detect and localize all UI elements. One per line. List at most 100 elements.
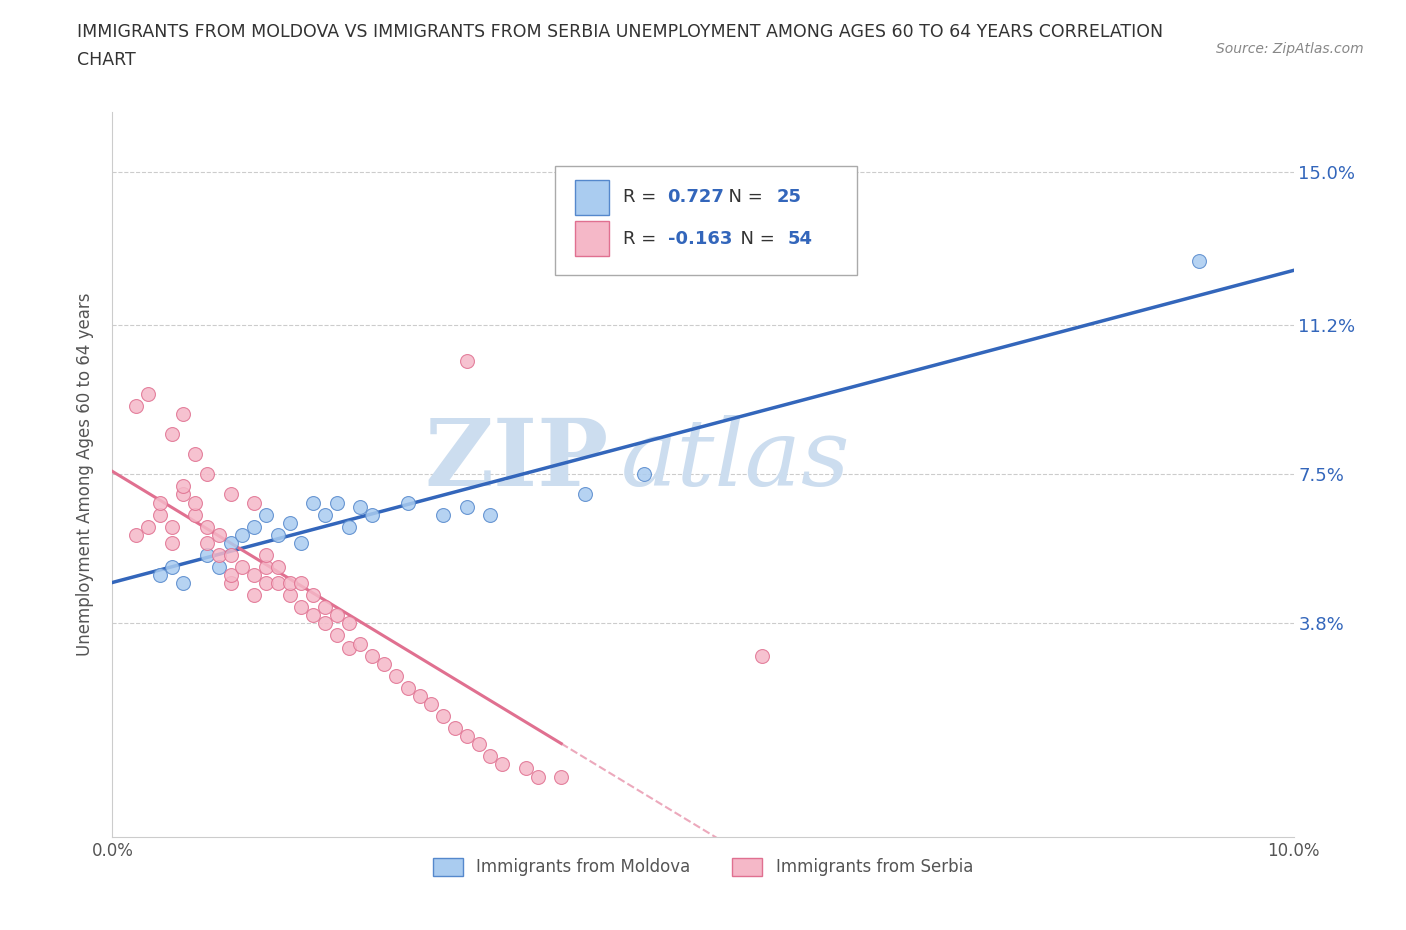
Point xyxy=(337,519,360,534)
Text: atlas: atlas xyxy=(620,415,849,505)
Point xyxy=(278,515,301,530)
Y-axis label: Unemployment Among Ages 60 to 64 years: Unemployment Among Ages 60 to 64 years xyxy=(76,293,94,656)
Point xyxy=(337,640,360,655)
Point xyxy=(195,536,218,551)
Point xyxy=(526,769,548,784)
Bar xyxy=(575,179,609,215)
Point xyxy=(195,467,218,482)
Point xyxy=(243,495,266,510)
Point xyxy=(231,527,253,542)
Point xyxy=(290,576,312,591)
Point xyxy=(267,560,290,575)
Point xyxy=(125,398,148,413)
Text: 54: 54 xyxy=(787,230,813,247)
Point xyxy=(314,600,336,615)
Point xyxy=(208,548,231,563)
Point xyxy=(219,548,242,563)
Point xyxy=(243,567,266,582)
Point xyxy=(385,669,408,684)
Point xyxy=(160,427,183,442)
Text: 0.727: 0.727 xyxy=(668,188,724,206)
Point xyxy=(1188,253,1211,268)
Point xyxy=(326,608,349,623)
Point xyxy=(633,467,655,482)
Point xyxy=(195,519,218,534)
Point xyxy=(361,507,384,522)
Point xyxy=(149,495,172,510)
Point xyxy=(184,507,207,522)
Bar xyxy=(575,221,609,256)
Point xyxy=(254,560,277,575)
Text: IMMIGRANTS FROM MOLDOVA VS IMMIGRANTS FROM SERBIA UNEMPLOYMENT AMONG AGES 60 TO : IMMIGRANTS FROM MOLDOVA VS IMMIGRANTS FR… xyxy=(77,23,1163,41)
Point xyxy=(267,527,290,542)
Point xyxy=(136,519,159,534)
Point xyxy=(337,616,360,631)
Point xyxy=(160,536,183,551)
Point xyxy=(219,576,242,591)
Point xyxy=(219,487,242,502)
Point xyxy=(231,560,253,575)
Point xyxy=(267,576,290,591)
Text: -0.163: -0.163 xyxy=(668,230,733,247)
Point xyxy=(456,729,478,744)
Point xyxy=(195,548,218,563)
Point xyxy=(254,507,277,522)
Point xyxy=(219,536,242,551)
Point xyxy=(432,507,454,522)
Point xyxy=(290,536,312,551)
Point xyxy=(160,560,183,575)
Point xyxy=(172,479,194,494)
Point xyxy=(326,495,349,510)
Point xyxy=(219,567,242,582)
Point xyxy=(349,636,371,651)
FancyBboxPatch shape xyxy=(555,166,856,275)
Point xyxy=(208,527,231,542)
Text: Source: ZipAtlas.com: Source: ZipAtlas.com xyxy=(1216,42,1364,56)
Point xyxy=(208,560,231,575)
Point xyxy=(574,487,596,502)
Point xyxy=(396,495,419,510)
Point xyxy=(136,386,159,401)
Point xyxy=(290,600,312,615)
Legend: Immigrants from Moldova, Immigrants from Serbia: Immigrants from Moldova, Immigrants from… xyxy=(426,851,980,884)
Text: N =: N = xyxy=(717,188,769,206)
Point xyxy=(149,567,172,582)
Point xyxy=(172,576,194,591)
Point xyxy=(149,507,172,522)
Point xyxy=(420,697,443,711)
Point xyxy=(479,749,502,764)
Point xyxy=(254,548,277,563)
Point xyxy=(396,681,419,696)
Point xyxy=(172,487,194,502)
Text: ZIP: ZIP xyxy=(425,415,609,505)
Point xyxy=(314,507,336,522)
Point xyxy=(302,608,325,623)
Point xyxy=(172,406,194,421)
Point xyxy=(254,576,277,591)
Point xyxy=(184,446,207,461)
Text: R =: R = xyxy=(623,230,662,247)
Point xyxy=(184,495,207,510)
Point xyxy=(479,507,502,522)
Point xyxy=(314,616,336,631)
Point xyxy=(125,527,148,542)
Text: 25: 25 xyxy=(776,188,801,206)
Point xyxy=(467,737,489,751)
Point xyxy=(550,769,572,784)
Point xyxy=(243,588,266,603)
Point xyxy=(278,588,301,603)
Text: R =: R = xyxy=(623,188,662,206)
Point xyxy=(160,519,183,534)
Point xyxy=(432,709,454,724)
Point xyxy=(515,761,537,776)
Point xyxy=(373,657,395,671)
Point xyxy=(326,628,349,643)
Point xyxy=(361,648,384,663)
Point xyxy=(243,519,266,534)
Point xyxy=(302,588,325,603)
Point xyxy=(751,648,773,663)
Point xyxy=(302,495,325,510)
Point xyxy=(444,721,467,736)
Point xyxy=(491,757,513,772)
Text: CHART: CHART xyxy=(77,51,136,69)
